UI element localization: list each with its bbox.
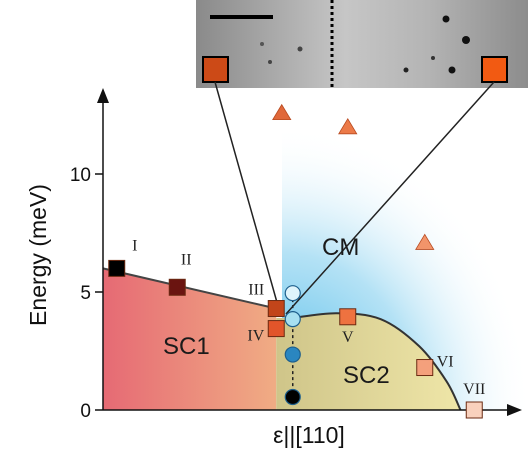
square-point bbox=[416, 359, 434, 377]
circle-point bbox=[284, 346, 301, 363]
x-axis-arrow bbox=[507, 404, 522, 416]
triangle-point bbox=[272, 103, 292, 121]
inset-marker-left bbox=[202, 56, 229, 83]
sc1-boundary bbox=[102, 267, 277, 310]
x-axis-label: ε||[110] bbox=[273, 422, 345, 448]
inset-dot bbox=[297, 46, 303, 52]
square-point bbox=[168, 278, 186, 296]
triangle-point bbox=[415, 233, 435, 250]
inset-dot bbox=[268, 60, 272, 64]
inset-dot bbox=[403, 67, 409, 73]
inset-marker-right bbox=[481, 56, 508, 83]
y-ticks: 0 5 10 bbox=[70, 165, 103, 422]
inset-background bbox=[196, 0, 528, 88]
point-label: I bbox=[132, 237, 137, 254]
inset-dot bbox=[442, 15, 450, 23]
circle-point bbox=[284, 388, 301, 406]
point-label: VII bbox=[463, 381, 485, 398]
region-label-sc1: SC1 bbox=[163, 333, 210, 360]
square-point bbox=[465, 401, 483, 419]
inset-dot bbox=[462, 36, 470, 44]
inset-dot bbox=[431, 56, 435, 60]
sc2-region bbox=[276, 313, 461, 410]
y-tick-label: 0 bbox=[80, 401, 91, 422]
y-axis-label: Energy (meV) bbox=[25, 184, 51, 326]
sc1-region bbox=[103, 268, 277, 410]
y-tick-label: 5 bbox=[80, 283, 91, 304]
point-label: III bbox=[248, 282, 264, 299]
region-label-cm: CM bbox=[322, 234, 359, 261]
inset-dot bbox=[448, 66, 456, 74]
inset-dot bbox=[260, 42, 264, 46]
circle-point bbox=[284, 285, 301, 302]
point-label: VI bbox=[437, 354, 454, 371]
square-point bbox=[267, 300, 285, 318]
point-label: II bbox=[181, 251, 192, 268]
y-axis-arrow bbox=[97, 88, 109, 103]
microscopy-inset bbox=[196, 0, 528, 88]
square-point bbox=[339, 308, 357, 326]
inset-leader-right bbox=[285, 81, 495, 315]
y-tick-label: 10 bbox=[70, 165, 91, 186]
triangle-point bbox=[338, 118, 358, 135]
square-point bbox=[108, 259, 126, 277]
inset-leader-left bbox=[214, 81, 279, 307]
circle-point bbox=[284, 311, 301, 328]
point-label: V bbox=[342, 329, 354, 346]
point-label: IV bbox=[247, 328, 264, 345]
sc2-boundary bbox=[292, 312, 462, 411]
square-point bbox=[267, 320, 285, 338]
region-label-sc2: SC2 bbox=[343, 362, 390, 389]
